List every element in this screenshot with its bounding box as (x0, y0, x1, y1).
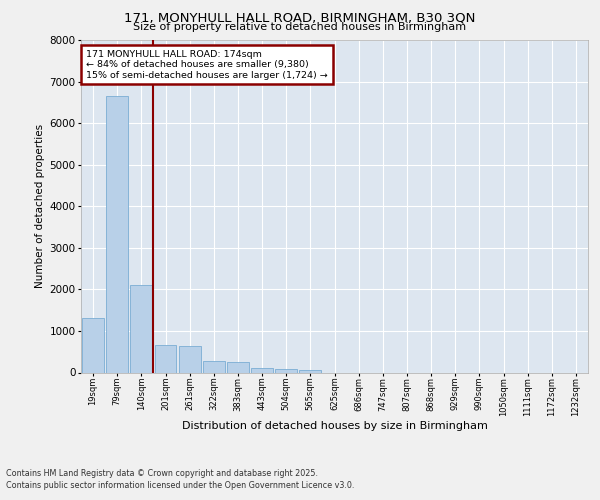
Bar (275, 369, 297, 372)
X-axis label: Distribution of detached houses by size in Birmingham: Distribution of detached houses by size … (182, 421, 487, 431)
Bar (179, 346, 200, 372)
Bar (251, 368, 273, 372)
Bar (227, 362, 249, 372)
Bar (203, 361, 224, 372)
Text: Contains public sector information licensed under the Open Government Licence v3: Contains public sector information licen… (6, 480, 355, 490)
Text: Contains HM Land Registry data © Crown copyright and database right 2025.: Contains HM Land Registry data © Crown c… (6, 469, 318, 478)
Text: 171 MONYHULL HALL ROAD: 174sqm
← 84% of detached houses are smaller (9,380)
15% : 171 MONYHULL HALL ROAD: 174sqm ← 84% of … (86, 50, 328, 80)
Bar (155, 346, 176, 372)
Bar (106, 96, 128, 372)
Bar (130, 285, 152, 372)
Text: 171, MONYHULL HALL ROAD, BIRMINGHAM, B30 3QN: 171, MONYHULL HALL ROAD, BIRMINGHAM, B30… (124, 12, 476, 24)
Y-axis label: Number of detached properties: Number of detached properties (35, 124, 45, 288)
Text: Size of property relative to detached houses in Birmingham: Size of property relative to detached ho… (133, 22, 467, 32)
Bar (299, 370, 321, 372)
Bar (82, 318, 104, 372)
